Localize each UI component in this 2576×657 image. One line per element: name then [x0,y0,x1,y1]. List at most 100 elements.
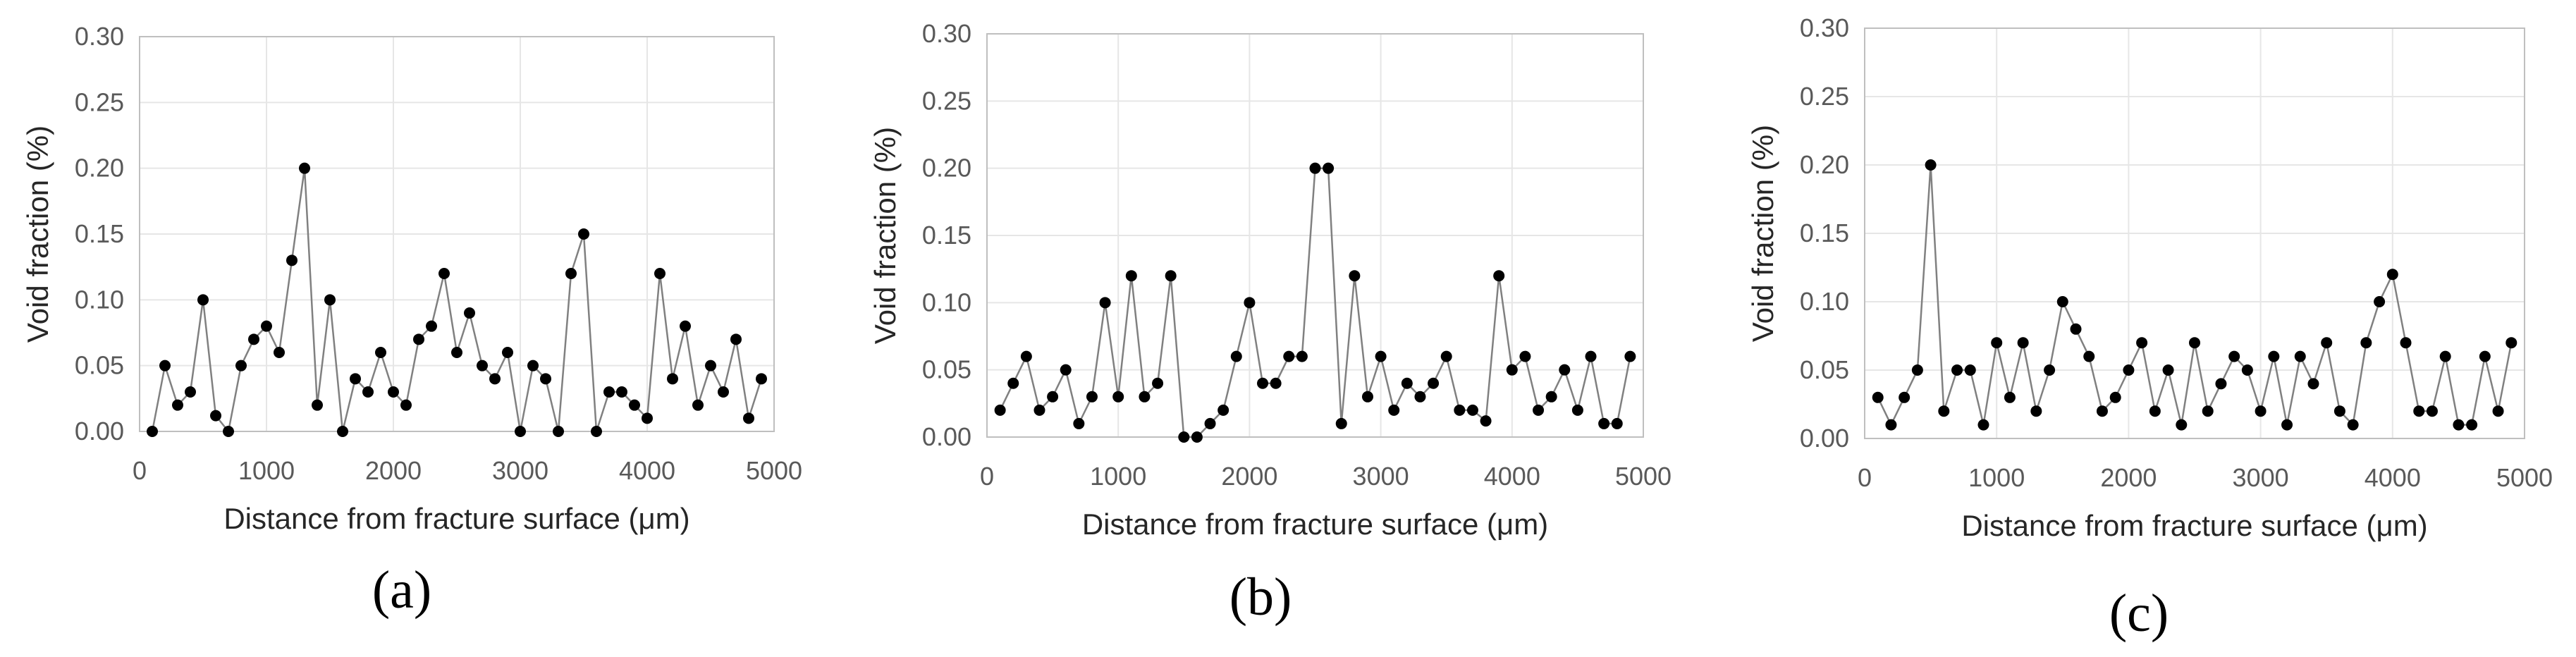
data-point [1559,364,1571,376]
data-point [1270,377,1282,389]
data-point [210,410,221,422]
panel-label: (c) [2109,584,2169,643]
data-point [2044,364,2056,376]
panel-a: 0.00 0.05 0.10 0.15 0.20 0.25 0.30 0 1000 2000 300… [21,22,802,620]
y-tick-label: 0.25 [922,86,971,115]
data-point [2386,269,2398,281]
data-point [235,360,247,372]
data-point [185,386,196,398]
data-point [642,412,653,424]
data-point [994,404,1006,416]
data-point [578,228,589,240]
y-tick-label: 0.20 [922,154,971,183]
data-point [1991,337,2003,349]
data-point [1375,350,1387,362]
data-point [350,373,361,385]
data-point [2017,337,2029,349]
x-tick-label: 4000 [619,456,675,485]
data-point [502,347,513,358]
data-point [1034,404,1045,416]
data-point [1951,364,1963,376]
data-point [515,426,526,437]
y-axis-title: Void fraction (%) [21,125,54,343]
data-point [743,412,754,424]
data-point [1885,419,1897,431]
x-axis-title: Distance from fracture surface (μm) [1961,509,2427,542]
data-point [718,386,729,398]
data-point [1545,391,1557,403]
data-point [438,268,450,279]
data-point [223,426,234,437]
data-point [1060,364,1072,376]
data-point [1309,162,1321,174]
x-tick-label: 0 [980,462,994,491]
data-point [2070,323,2082,335]
data-point [540,373,551,385]
data-point [1125,270,1137,282]
data-point [286,254,298,266]
data-point [1440,350,1452,362]
data-point [654,268,666,279]
data-point [1466,404,1478,416]
x-tick-label: 5000 [746,456,802,485]
data-point [2268,350,2280,362]
data-point [2492,405,2504,417]
data-point [2056,296,2068,307]
y-axis-title: Void fraction (%) [1746,125,1779,342]
x-tick-label: 1000 [238,456,295,485]
y-axis-title: Void fraction (%) [869,127,902,344]
data-point [2149,405,2161,417]
data-point [337,426,348,437]
y-tick-label: 0.10 [1800,287,1849,316]
data-point [2347,419,2359,431]
data-point [2176,419,2188,431]
data-point [388,386,399,398]
data-point [527,360,539,372]
data-point [1925,159,1937,171]
data-point [2123,364,2135,376]
data-point [1519,350,1531,362]
data-point [1086,391,1098,403]
data-point [375,347,386,358]
data-point [1349,270,1361,282]
x-tick-label: 4000 [2365,463,2421,492]
data-point [2294,350,2306,362]
y-tick-label: 0.00 [75,417,124,446]
data-point [261,320,272,332]
data-point [1361,391,1373,403]
data-point [2479,350,2491,362]
data-point [1283,350,1295,362]
data-point [2506,337,2517,349]
data-point [426,320,437,332]
data-point [1964,364,1976,376]
data-point [1204,417,1216,429]
data-point [1571,404,1583,416]
plot-area-frame [139,36,775,432]
data-point [2109,391,2121,403]
data-point [1414,391,1426,403]
data-point [553,426,564,437]
y-tick-label: 0.10 [922,288,971,317]
x-tick-label: 0 [1858,463,1872,492]
data-point [159,360,171,372]
data-point [1624,350,1636,362]
data-point [692,399,704,411]
x-tick-label: 2000 [365,456,422,485]
data-point [1533,404,1545,416]
data-point [1598,417,1610,429]
data-point [616,386,627,398]
data-point [1335,417,1347,429]
data-point [756,373,767,385]
data-point [2307,378,2319,390]
y-tick-label: 0.05 [922,355,971,384]
data-point [603,386,615,398]
plot-area-frame [986,33,1644,438]
data-point [2162,364,2174,376]
data-point [274,347,285,358]
data-point [1178,431,1190,443]
data-point [1388,404,1400,416]
data-point [1977,419,1989,431]
data-point [1401,377,1413,389]
data-point [565,268,577,279]
data-point [591,426,602,437]
